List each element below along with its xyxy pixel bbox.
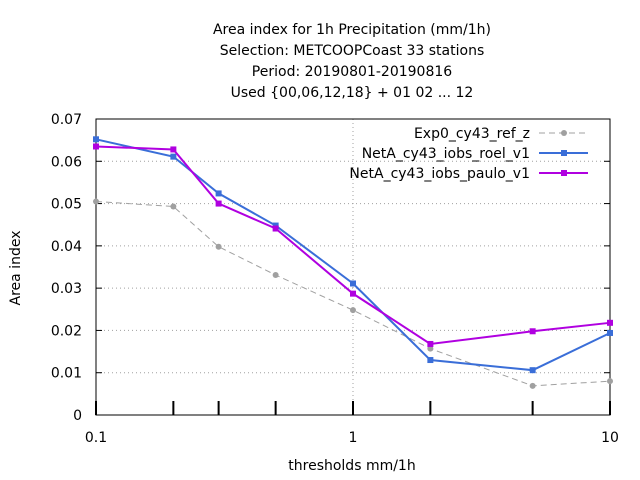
title-line-1: Area index for 1h Precipitation (mm/1h): [213, 22, 491, 38]
data-point: [529, 328, 536, 335]
legend-marker: [561, 150, 567, 156]
data-point: [350, 290, 356, 297]
data-point: [427, 357, 434, 364]
series-line-2: [95, 145, 611, 345]
data-point: [427, 345, 434, 352]
axes: 0 0.01 0.02 0.03 0.04 0.05 0.06 0.07 0.1 1 10: [51, 112, 619, 446]
title-line-3: Period: 20190801-20190816: [252, 64, 452, 80]
x-tick-label: 0.1: [85, 430, 107, 446]
y-tick-label: 0.01: [51, 366, 82, 382]
y-tick-label: 0.02: [51, 323, 82, 339]
series-line-0: [95, 200, 611, 387]
data-point: [215, 243, 222, 250]
x-tick-label: 1: [349, 430, 358, 446]
series-group: [93, 136, 613, 389]
legend-marker: [561, 170, 567, 176]
legend-label: NetA_cy43_iobs_roel_v1: [362, 146, 530, 162]
x-axis-label: thresholds mm/1h: [288, 458, 415, 474]
data-point: [529, 367, 536, 374]
data-point: [93, 198, 99, 205]
data-point: [272, 272, 279, 279]
legend-marker: [561, 130, 567, 136]
data-point: [170, 153, 177, 160]
data-point: [350, 280, 356, 287]
data-point: [93, 136, 99, 143]
legend-label: NetA_cy43_iobs_paulo_v1: [349, 166, 530, 182]
y-tick-label: 0.04: [51, 239, 82, 255]
data-point: [607, 319, 613, 326]
grid: [96, 119, 610, 415]
data-point: [170, 203, 177, 210]
data-point: [350, 307, 356, 314]
series-line-1: [95, 138, 611, 372]
y-tick-label: 0.03: [51, 281, 82, 297]
data-point: [427, 340, 434, 347]
data-point: [529, 382, 536, 389]
x-tick-label: 10: [601, 430, 619, 446]
data-point: [607, 378, 613, 385]
data-point: [215, 190, 222, 197]
data-point: [272, 225, 279, 232]
y-tick-label: 0.07: [51, 112, 82, 128]
chart-title: Area index for 1h Precipitation (mm/1h) …: [213, 22, 491, 101]
title-line-2: Selection: METCOOPCoast 33 stations: [220, 43, 485, 59]
plot-frame: [95, 118, 611, 416]
y-tick-label: 0.06: [51, 154, 82, 170]
title-line-4: Used {00,06,12,18} + 01 02 ... 12: [231, 85, 474, 101]
legend-label: Exp0_cy43_ref_z: [414, 126, 530, 142]
y-tick-label: 0: [73, 408, 82, 424]
legend: Exp0_cy43_ref_z NetA_cy43_iobs_roel_v1 Net…: [349, 126, 588, 182]
y-tick-label: 0.05: [51, 197, 82, 213]
data-point: [607, 329, 613, 336]
data-point: [170, 146, 177, 153]
data-point: [93, 143, 99, 150]
data-point: [215, 200, 222, 207]
y-axis-label: Area index: [8, 231, 24, 306]
